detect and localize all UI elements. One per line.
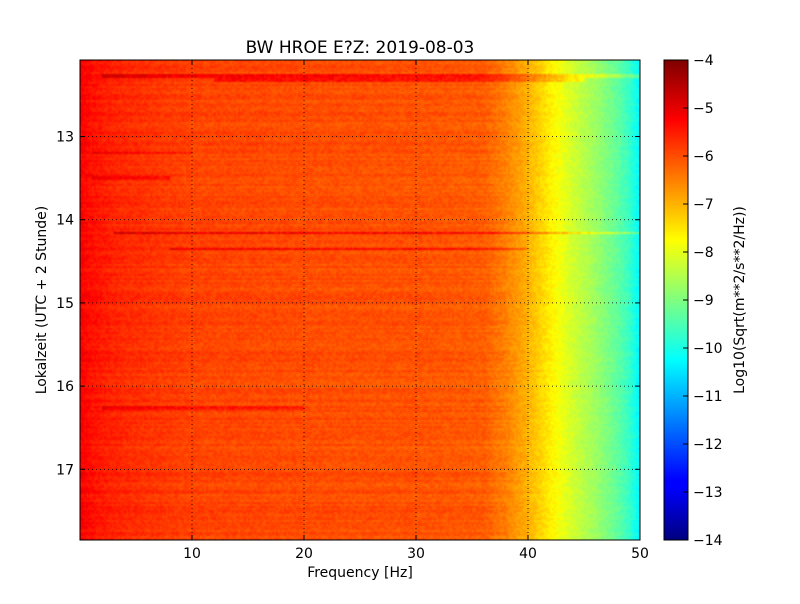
y-tick-label: 14	[56, 213, 74, 229]
colorbar-tick-label: −12	[693, 437, 723, 453]
colorbar-tick-label: −4	[693, 53, 714, 69]
colorbar-label: Log10(Sqrt(m**2/s**2/Hz))	[732, 206, 748, 394]
y-tick-label: 13	[56, 130, 74, 146]
x-tick-label: 50	[631, 546, 649, 562]
colorbar-tick-label: −6	[693, 149, 714, 165]
x-tick-label: 10	[183, 546, 201, 562]
colorbar-tick-label: −11	[693, 389, 723, 405]
y-tick-label: 15	[56, 296, 74, 312]
colorbar-tick-label: −14	[693, 533, 723, 549]
colorbar-ticks: −4 −5 −6 −7 −8 −9 −10 −11 −12 −13 −14	[683, 53, 723, 549]
colorbar-tick-label: −7	[693, 197, 714, 213]
colorbar-tick-label: −13	[693, 485, 723, 501]
colorbar-tick-label: −10	[693, 341, 723, 357]
colorbar-tick-label: −8	[693, 245, 714, 261]
x-tick-label: 40	[519, 546, 537, 562]
x-axis-label: Frequency [Hz]	[307, 565, 413, 581]
chart-title: BW HROE E?Z: 2019-08-03	[246, 38, 475, 58]
x-tick-label: 20	[295, 546, 313, 562]
y-tick-label: 16	[56, 379, 74, 395]
y-axis-label: Lokalzeit (UTC + 2 Stunde)	[34, 206, 50, 395]
heatmap-image	[80, 60, 640, 540]
plot-frame	[79, 59, 641, 541]
x-axis-ticks: 10 20 30 40 50	[183, 60, 649, 562]
y-axis-ticks: 13 14 15 16 17	[56, 130, 640, 478]
y-tick-label: 17	[56, 462, 74, 478]
grid-layer	[80, 60, 640, 540]
colorbar-tick-label: −5	[693, 101, 714, 117]
colorbar-tick-label: −9	[693, 293, 714, 309]
x-tick-label: 30	[407, 546, 425, 562]
